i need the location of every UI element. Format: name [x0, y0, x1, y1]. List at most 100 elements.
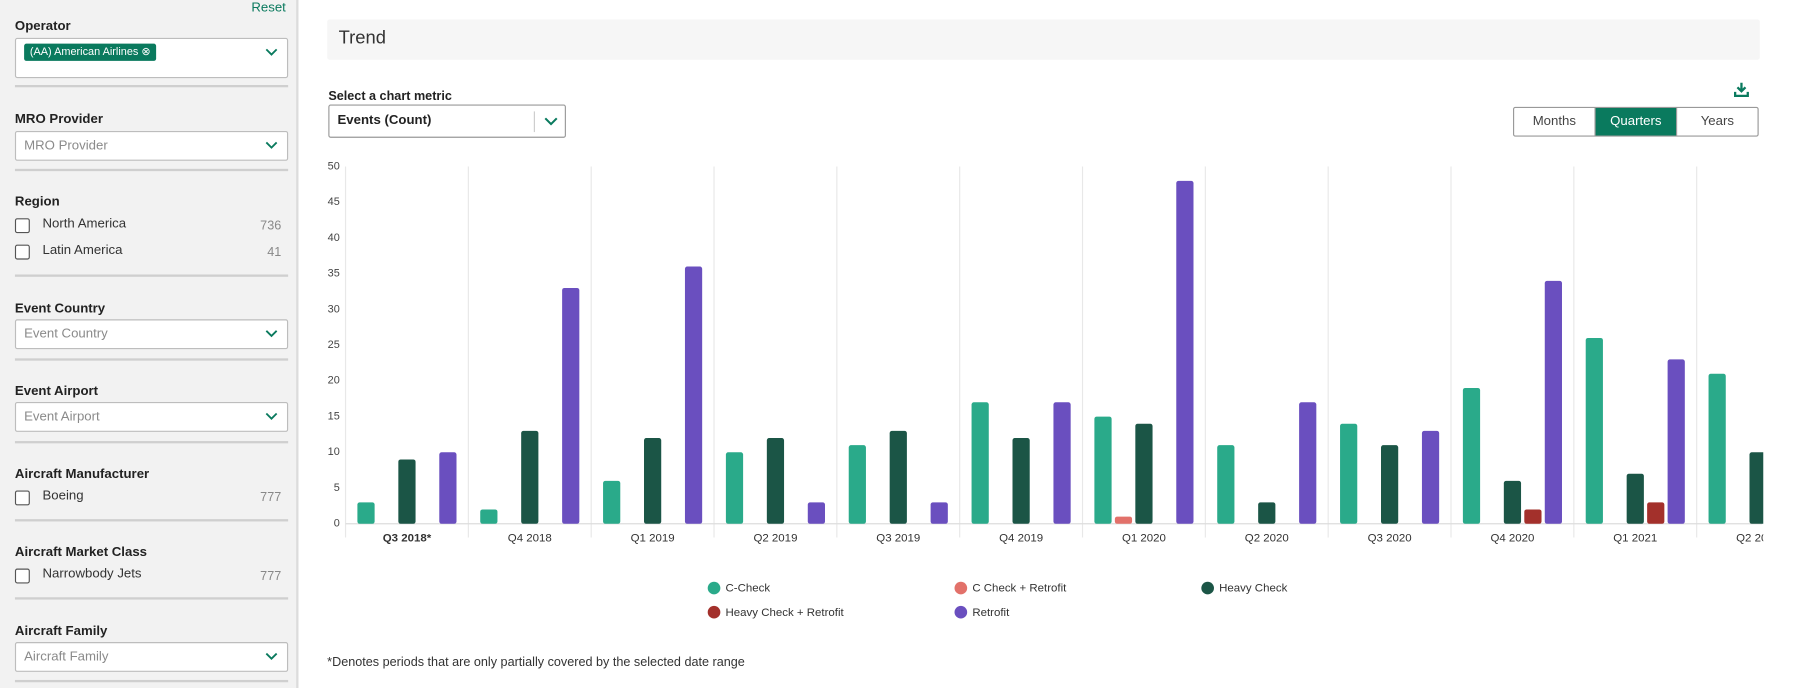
reset-link[interactable]: Reset: [251, 1, 286, 15]
bar: [439, 452, 457, 524]
legend-swatch: [707, 605, 721, 619]
legend-label: Heavy Check: [1219, 583, 1287, 595]
divider: [14, 441, 289, 444]
y-tick-label: 0: [334, 518, 340, 530]
chip-remove[interactable]: ⊗: [141, 45, 151, 59]
bar: [1708, 373, 1726, 524]
bar: [1258, 502, 1276, 524]
y-tick-label: 45: [328, 196, 340, 208]
bar: [480, 509, 498, 524]
country-select[interactable]: Event Country: [14, 319, 289, 350]
divider: [14, 358, 289, 361]
bar: [1340, 423, 1358, 524]
bar: [1217, 445, 1235, 524]
option-name: Boeing: [42, 489, 84, 504]
bar: [1012, 438, 1030, 524]
bar: [1749, 452, 1764, 524]
legend-label: C-Check: [726, 583, 771, 595]
x-tick-label: Q1 2019: [631, 533, 675, 545]
x-tick-label: Q4 2018: [508, 533, 552, 545]
chevron: [265, 652, 278, 661]
x-tick-label: Q3 2019: [876, 533, 920, 545]
option-count: 777: [260, 490, 282, 505]
divider: [14, 597, 289, 600]
filter-label: Aircraft Market Class: [14, 545, 148, 560]
legend-swatch: [954, 581, 968, 595]
y-tick-label: 25: [328, 339, 340, 351]
bar: [1380, 445, 1399, 524]
bar: [1585, 338, 1603, 524]
option-name: Latin America: [42, 243, 123, 258]
checkbox[interactable]: [14, 490, 30, 506]
bar: [684, 266, 703, 524]
bar: [1544, 280, 1562, 524]
bar: [1299, 402, 1317, 524]
y-tick-label: 30: [328, 303, 340, 315]
option-count: 736: [260, 219, 282, 234]
checkbox[interactable]: [14, 244, 30, 260]
metric-value: Events (Count): [337, 113, 432, 128]
toggle-button[interactable]: Years: [1676, 107, 1758, 136]
legend-label: C Check + Retrofit: [972, 583, 1067, 595]
option-name: North America: [42, 217, 127, 231]
bar: [603, 480, 621, 524]
family-select[interactable]: Aircraft Family: [14, 642, 289, 672]
filter-label: Operator: [14, 19, 71, 34]
airport-select[interactable]: Event Airport: [14, 402, 289, 432]
bar: [1524, 509, 1542, 524]
bar: [644, 438, 662, 524]
x-tick-label: Q1 2021: [1613, 533, 1657, 545]
bar: [1176, 180, 1194, 524]
panel-header: Trend: [327, 19, 1760, 60]
granularity-toggle: Months Quarters Years: [1513, 106, 1759, 137]
checkbox[interactable]: [14, 218, 30, 234]
x-tick-label: Q2 2019: [753, 533, 797, 545]
filter-label: Event Airport: [14, 384, 99, 399]
y-tick-label: 5: [334, 482, 340, 494]
x-tick-label: Q3 2020: [1368, 533, 1412, 545]
legend-label: Retrofit: [972, 607, 1010, 619]
filter-label: Region: [14, 195, 60, 210]
filter-label: Aircraft Manufacturer: [14, 467, 150, 482]
toggle-button[interactable]: Months: [1532, 114, 1576, 129]
plot-area: Q3 2018* Q4 2018 Q1 2019 Q2 2019 Q3 2019 Q4 2…: [344, 166, 1764, 545]
checkbox[interactable]: [14, 568, 30, 584]
filter-label: Event Country: [14, 302, 106, 316]
bar: [1421, 430, 1440, 524]
bar: [1462, 388, 1481, 524]
legend-swatch: [707, 581, 721, 595]
bar: [398, 459, 416, 524]
bar: [1053, 402, 1071, 524]
placeholder: Event Airport: [24, 410, 100, 424]
bar: [1135, 423, 1153, 524]
metric-label: Select a chart metric: [328, 89, 452, 104]
mro-select[interactable]: MRO Provider: [14, 130, 289, 161]
bar: [357, 502, 375, 524]
bar: [725, 452, 744, 524]
x-tick-label: Q4 2020: [1490, 533, 1534, 545]
chevron: [544, 117, 558, 126]
chevron: [265, 141, 278, 149]
operator-chip: (AA) American Airlines ⊗: [24, 43, 157, 61]
metric-select[interactable]: Events (Count): [328, 104, 566, 138]
filter-label: MRO Provider: [14, 112, 103, 127]
option-name: Narrowbody Jets: [42, 567, 142, 582]
operator-select[interactable]: (AA) American Airlines ⊗: [14, 37, 289, 79]
toggle-button[interactable]: Quarters: [1594, 107, 1677, 136]
x-tick-label: Q1 2020: [1122, 533, 1166, 545]
y-tick-label: 35: [328, 268, 340, 280]
bar: [1667, 359, 1685, 524]
bar: [1647, 502, 1665, 524]
bar: [1094, 416, 1112, 524]
legend-swatch: [1201, 581, 1214, 595]
divider: [14, 519, 289, 522]
bar: [1503, 480, 1522, 524]
bar: [930, 502, 948, 524]
chip-text: (AA) American Airlines: [29, 45, 139, 59]
download-button[interactable]: [1733, 82, 1749, 98]
select-divider: [533, 111, 535, 133]
y-tick-label: 15: [328, 410, 340, 422]
option-count: 41: [267, 245, 282, 260]
